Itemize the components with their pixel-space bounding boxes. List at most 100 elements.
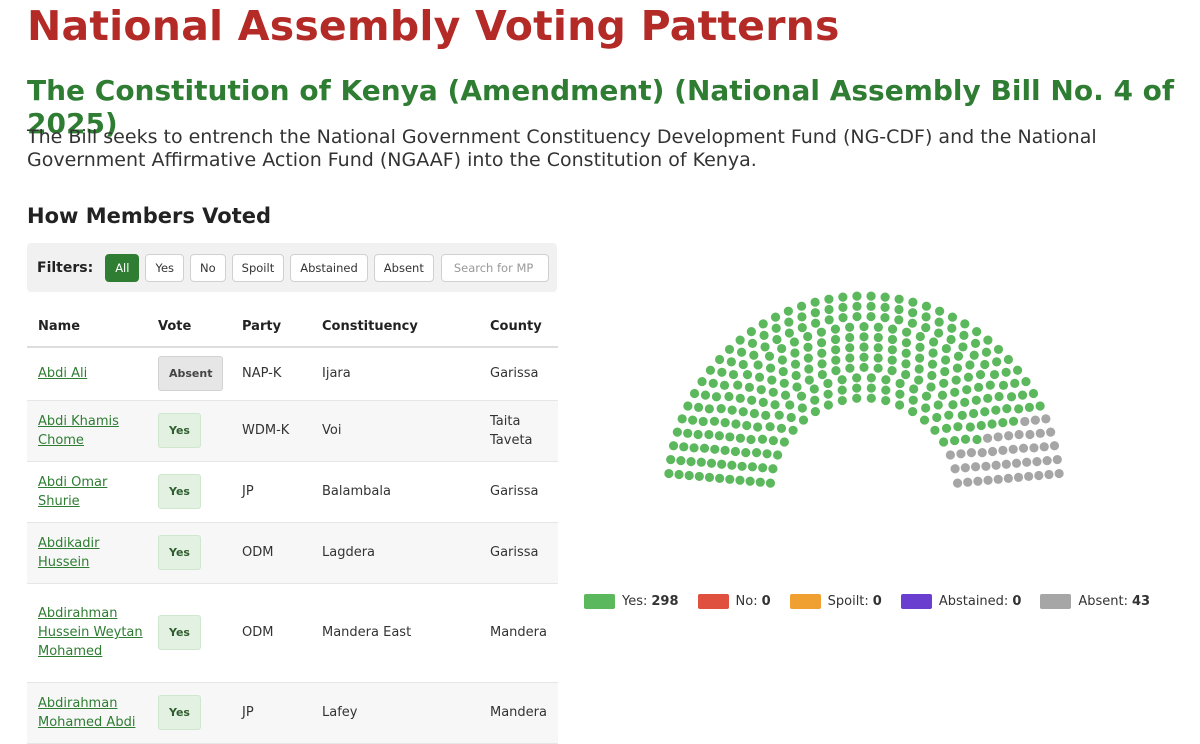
column-header-constituency[interactable]: Constituency (311, 306, 479, 348)
seat-yes (998, 418, 1008, 428)
mp-name-link[interactable]: Abdikadir Hussein (38, 535, 100, 570)
mp-name-link[interactable]: Abdirahman Hussein Weytan Mohamed (38, 606, 143, 659)
seat-yes (1010, 378, 1020, 388)
seat-yes (1002, 404, 1012, 414)
seat-yes (948, 400, 958, 410)
seat-absent (956, 449, 966, 459)
seat-yes (688, 415, 698, 425)
parliament-chart (664, 291, 1064, 488)
seat-yes (683, 428, 693, 438)
mp-name-link[interactable]: Abdi Khamis Chome (38, 413, 119, 448)
seat-yes (952, 363, 963, 373)
seat-absent (1014, 429, 1024, 440)
mp-name-link[interactable]: Abdirahman Mohamed Abdi (38, 695, 136, 730)
seat-absent (1018, 443, 1029, 453)
party-cell: WDM-K (231, 400, 311, 462)
seat-absent (987, 446, 998, 457)
vote-badge: Yes (158, 615, 201, 650)
seat-yes (831, 355, 841, 365)
seat-yes (747, 395, 757, 405)
seat-yes (709, 416, 720, 426)
seat-yes (770, 400, 780, 410)
seat-yes (772, 334, 782, 345)
seat-yes (737, 461, 747, 471)
seat-yes (957, 410, 967, 420)
filter-no-button[interactable]: No (190, 253, 226, 282)
search-mp-input[interactable] (440, 253, 549, 282)
seat-yes (965, 360, 975, 370)
seat-yes (735, 335, 745, 345)
seat-absent (1003, 473, 1013, 483)
vote-badge: Yes (158, 695, 201, 730)
filter-abstained-button[interactable]: Abstained (290, 253, 368, 282)
seat-yes (939, 437, 949, 447)
seat-yes (759, 330, 769, 340)
seat-yes (735, 433, 746, 443)
seat-yes (724, 344, 735, 355)
seat-yes (768, 435, 778, 446)
seat-yes (902, 327, 912, 337)
seat-yes (845, 343, 855, 353)
county-cell: Garissa (479, 461, 558, 523)
seat-yes (696, 457, 706, 467)
seat-yes (720, 445, 730, 455)
seat-yes (887, 366, 897, 376)
mp-name-link[interactable]: Abdi Ali (38, 366, 88, 382)
legend-label-absent: Absent: (1078, 594, 1128, 609)
seat-yes (664, 468, 674, 479)
seat-yes (824, 304, 834, 315)
column-header-vote[interactable]: Vote (147, 306, 231, 348)
filter-spoilt-button[interactable]: Spoilt (231, 253, 285, 282)
seat-yes (939, 378, 949, 388)
seat-yes (803, 342, 813, 352)
seat-absent (982, 433, 993, 443)
seat-yes (873, 353, 883, 363)
seat-yes (837, 395, 847, 406)
seat-yes (895, 378, 905, 389)
members-table: Name Vote Party Constituency County Abdi… (27, 306, 558, 744)
seat-yes (894, 304, 904, 315)
seat-yes (866, 301, 876, 311)
seat-absent (1035, 428, 1045, 438)
seat-yes (894, 315, 904, 325)
seat-yes (866, 311, 876, 322)
seat-yes (711, 392, 722, 402)
seat-yes (697, 376, 707, 387)
column-header-name[interactable]: Name (27, 306, 147, 348)
seat-yes (901, 369, 911, 380)
seat-yes (719, 380, 730, 390)
seat-yes (831, 366, 841, 376)
seat-yes (810, 297, 820, 307)
table-row: Abdirahman Mohamed Abdi Yes JP Lafey Man… (27, 682, 558, 744)
seat-yes (908, 406, 918, 417)
seat-absent (1034, 470, 1044, 481)
column-header-county[interactable]: County (479, 306, 558, 348)
seat-yes (725, 474, 735, 484)
seat-absent (950, 464, 960, 474)
seat-yes (764, 351, 775, 361)
filter-all-button[interactable]: All (105, 253, 140, 282)
filter-absent-button[interactable]: Absent (373, 253, 434, 282)
seat-yes (686, 456, 696, 467)
mp-name-link[interactable]: Abdi Omar Shurie (38, 474, 108, 509)
constituency-cell: Voi (311, 400, 479, 462)
legend-swatch-abstained (900, 594, 932, 609)
seat-yes (960, 319, 970, 329)
column-header-party[interactable]: Party (231, 306, 311, 348)
seat-yes (783, 306, 793, 316)
seat-yes (969, 350, 979, 360)
filter-yes-button[interactable]: Yes (145, 253, 185, 282)
party-cell: JP (231, 682, 311, 744)
seat-yes (823, 400, 833, 410)
seat-yes (866, 393, 876, 403)
seat-yes (1001, 367, 1011, 377)
seat-yes (830, 334, 841, 345)
seat-yes (738, 407, 748, 417)
seat-yes (887, 324, 898, 334)
seat-yes (960, 434, 971, 444)
legend-label-no: No: (735, 594, 758, 609)
seat-yes (993, 344, 1004, 355)
seat-yes (895, 389, 905, 399)
seat-yes (901, 359, 911, 369)
bill-description: The Bill seeks to entrench the National … (27, 126, 1097, 171)
